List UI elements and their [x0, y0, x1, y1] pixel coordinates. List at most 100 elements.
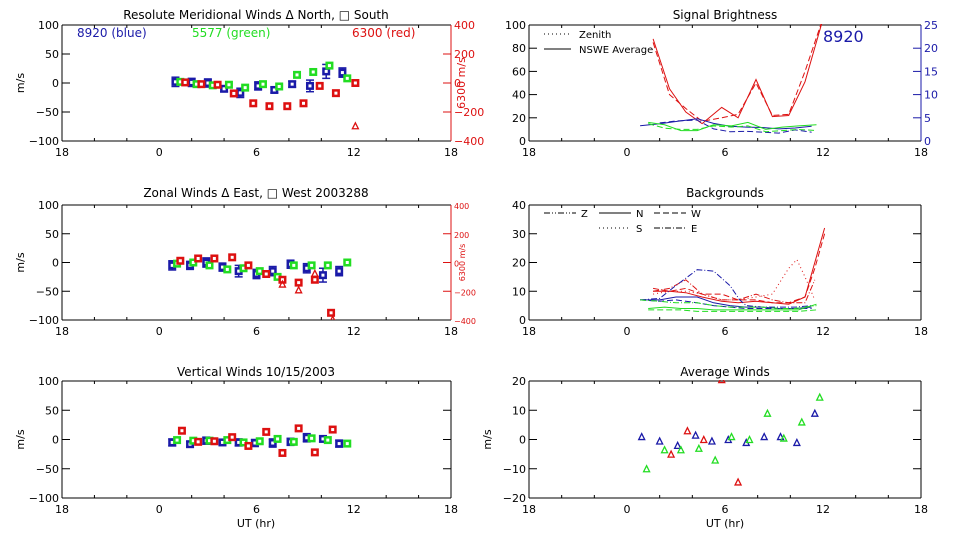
- data-point-square-hole: [308, 84, 312, 88]
- y-tick-label: −50: [36, 106, 59, 119]
- chart-title: Signal Brightness: [673, 8, 778, 22]
- data-point-triangle: [699, 435, 708, 444]
- y-axis-label: m/s: [14, 73, 27, 93]
- data-point-triangle: [294, 285, 303, 294]
- data-point-square-hole: [195, 82, 199, 86]
- x-tick-label: 18: [444, 146, 458, 159]
- data-point-square-hole: [256, 84, 260, 88]
- series-line-blue-e: [640, 269, 812, 308]
- y-tick-label: −100: [29, 314, 59, 327]
- data-point-square-hole: [227, 83, 231, 87]
- data-point-square-hole: [220, 440, 224, 444]
- data-point-square-hole: [258, 269, 262, 273]
- panel-vertical-winds: Vertical Winds 10/15/2003 UT (hr) 18 0 6 12…: [14, 365, 458, 530]
- y-tick-label: 0: [519, 434, 526, 447]
- data-point-square-hole: [297, 426, 301, 430]
- data-point-triangle: [667, 449, 676, 458]
- data-point-square-hole: [237, 440, 241, 444]
- data-point-triangle: [779, 433, 788, 442]
- series-line-8920-nswe-average: [640, 118, 812, 130]
- data-point-triangle: [278, 279, 287, 288]
- data-point-square-hole: [243, 86, 247, 90]
- y-tick-label: −20: [503, 492, 526, 505]
- panel-signal-brightness: Signal Brightness 18 0 6 12 1802040608010005…: [505, 8, 938, 159]
- legend-label: Zenith: [579, 30, 611, 41]
- data-point-triangle: [310, 268, 319, 277]
- data-point-square-hole: [334, 91, 338, 95]
- series-line-green-w: [648, 309, 817, 312]
- legend-label: NSWE Average: [579, 45, 653, 56]
- data-point-square-hole: [280, 451, 284, 455]
- data-point-square-hole: [311, 70, 315, 74]
- legend-label: W: [691, 209, 701, 220]
- y-axis-label: m/s: [481, 429, 494, 449]
- data-point-square-hole: [264, 272, 268, 276]
- y-tick-label: −50: [36, 463, 59, 476]
- data-point-triangle: [683, 426, 692, 435]
- plot-area: [640, 24, 823, 134]
- x-tick-label: 12: [816, 325, 830, 338]
- y-right-tick-label: 10: [924, 89, 938, 102]
- chart-title: Backgrounds: [686, 186, 764, 200]
- series-line-red-s: [653, 258, 816, 301]
- y-right-tick-label: 0: [454, 260, 459, 269]
- data-point-square-hole: [211, 83, 215, 87]
- data-point-triangle: [351, 121, 360, 130]
- y-tick-label: −100: [29, 492, 59, 505]
- data-point-square-hole: [212, 439, 216, 443]
- series-line-green-e: [640, 299, 817, 309]
- x-tick-label: 18: [55, 503, 69, 516]
- y-tick-label: 20: [512, 257, 526, 270]
- x-tick-label: 18: [522, 503, 536, 516]
- data-point-square-hole: [340, 71, 344, 75]
- y-right-tick-label: 5: [924, 112, 931, 125]
- data-point-square-hole: [305, 266, 309, 270]
- data-point-square-hole: [175, 438, 179, 442]
- y-right-tick-label: −200: [454, 106, 484, 119]
- y-tick-label: 100: [38, 19, 59, 32]
- x-tick-label: 18: [522, 146, 536, 159]
- y-tick-label: 30: [512, 228, 526, 241]
- data-point-square-hole: [337, 269, 341, 273]
- y-axis-label: m/s: [14, 252, 27, 272]
- legend-label: S: [636, 224, 642, 235]
- y-tick-label: 100: [38, 199, 59, 212]
- data-point-triangle: [655, 436, 664, 445]
- panel-average-winds: Average Winds UT (hr) 18 0 6 12 18−20−100102…: [481, 365, 928, 530]
- x-tick-label: 12: [347, 146, 361, 159]
- y-axis-label: m/s: [14, 429, 27, 449]
- y-right-tick-label: 20: [924, 42, 938, 55]
- data-point-square-hole: [313, 450, 317, 454]
- series-line-red-n: [653, 227, 826, 305]
- data-point-square-hole: [225, 267, 229, 271]
- data-point-square-hole: [292, 440, 296, 444]
- data-point-triangle: [727, 432, 736, 441]
- x-tick-label: 0: [156, 503, 163, 516]
- data-point-triangle: [815, 392, 824, 401]
- data-point-square-hole: [242, 440, 246, 444]
- data-point-triangle: [745, 435, 754, 444]
- data-point-square-hole: [207, 439, 211, 443]
- chart-title: Vertical Winds 10/15/2003: [177, 365, 335, 379]
- y-tick-label: −50: [36, 285, 59, 298]
- x-tick-label: 0: [624, 146, 631, 159]
- y-tick-label: 40: [512, 89, 526, 102]
- data-point-triangle: [691, 430, 700, 439]
- legend-label: Z: [581, 209, 588, 220]
- y-right-tick-label: 15: [924, 65, 938, 78]
- y-tick-label: 50: [45, 404, 59, 417]
- series-line-8920-zenith: [659, 119, 812, 134]
- x-tick-label: 6: [722, 146, 729, 159]
- y-tick-label: 50: [45, 48, 59, 61]
- data-point-square-hole: [261, 82, 265, 86]
- series-line-red-e: [653, 279, 816, 304]
- x-tick-label: 6: [253, 325, 260, 338]
- data-point-square-hole: [207, 263, 211, 267]
- data-point-square-hole: [178, 80, 182, 84]
- data-point-square-hole: [230, 435, 234, 439]
- data-point-square-hole: [222, 87, 226, 91]
- data-point-triangle: [673, 440, 682, 449]
- data-point-triangle: [763, 408, 772, 417]
